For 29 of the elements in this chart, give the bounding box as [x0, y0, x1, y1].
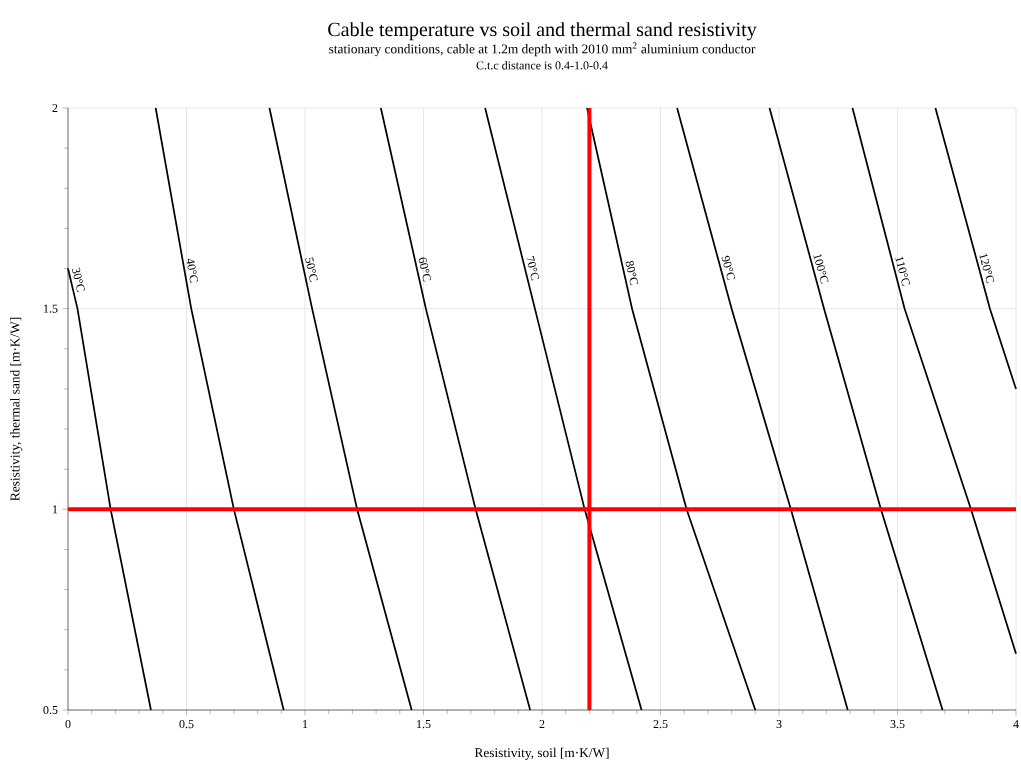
y-tick-label: 0.5 [43, 705, 58, 715]
text: 90°C [721, 255, 736, 281]
x-tick-label: 0 [65, 720, 71, 729]
text: 50°C [305, 257, 318, 282]
x-tick-label: 2 [539, 720, 545, 728]
y-tick-label: 2 [52, 104, 58, 112]
text: C.t.c distance is 0.4-1.0-0.4 [476, 61, 608, 70]
y-tick-label: 1.5 [44, 304, 58, 313]
y-tick-label: 1 [53, 505, 58, 514]
x-tick-label: 1 [303, 720, 308, 728]
text: 70°C [526, 255, 540, 281]
x-tick-label: 4 [1013, 720, 1019, 728]
text: 120°C [979, 253, 995, 284]
text: 110°C [895, 256, 910, 286]
line-series [851, 107, 1017, 655]
text: 60°C [418, 257, 431, 282]
x-tick-label: 3.5 [890, 720, 905, 729]
x-axis-title: Resistivity, soil [m·K/W] [474, 747, 609, 760]
x-tick-label: 2.5 [653, 720, 668, 729]
y-axis-title: Resistivity, thermal sand [m·K/W] [10, 317, 23, 501]
x-tick-label: 1.5 [417, 720, 431, 729]
chart-subtitle: stationary conditions, cable at 1.2m depth with 2010 mm$^{2}$ aluminium conductor [329, 42, 756, 57]
text: 30°C [72, 267, 85, 292]
x-tick-label: 3 [776, 720, 782, 729]
text: 80°C [625, 261, 638, 286]
x-tick-label: 0.5 [179, 720, 194, 729]
text: 40°C [186, 258, 198, 283]
text: 100°C [813, 253, 829, 284]
chart-title: Cable temperature vs soil and thermal sand resistivity [328, 22, 757, 41]
